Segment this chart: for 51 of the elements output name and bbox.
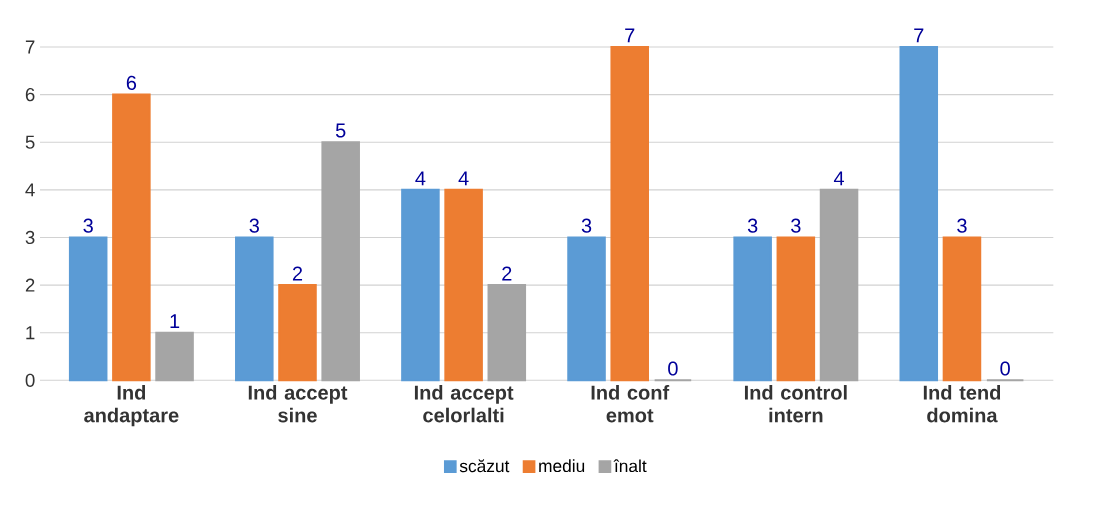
x-tick-label: Ind control intern bbox=[744, 385, 847, 423]
x-tick-label: Ind andaptare bbox=[84, 385, 179, 427]
data-label: 7 bbox=[914, 28, 924, 43]
bar bbox=[444, 188, 483, 382]
data-label: 4 bbox=[833, 171, 845, 186]
bar bbox=[112, 93, 151, 382]
bar bbox=[235, 236, 274, 382]
legend-label: scăzut bbox=[459, 459, 510, 473]
bar bbox=[942, 236, 982, 382]
y-tick-label: 2 bbox=[25, 278, 35, 292]
y-tick-label: 0 bbox=[25, 373, 35, 387]
data-label: 5 bbox=[335, 123, 346, 138]
bar bbox=[278, 284, 317, 382]
bar bbox=[819, 188, 859, 382]
bar bbox=[776, 236, 816, 382]
y-tick-label: 1 bbox=[26, 326, 35, 340]
data-label: 0 bbox=[1000, 361, 1010, 376]
data-label: 7 bbox=[625, 28, 635, 43]
data-label: 0 bbox=[668, 361, 678, 376]
data-label: 2 bbox=[292, 266, 303, 281]
bar bbox=[155, 331, 194, 382]
bar bbox=[610, 46, 649, 382]
data-label: 3 bbox=[83, 218, 93, 233]
bar bbox=[733, 236, 772, 382]
data-label: 3 bbox=[957, 218, 967, 233]
y-tick-label: 3 bbox=[25, 230, 35, 245]
bar bbox=[899, 46, 939, 382]
data-label: 3 bbox=[249, 218, 259, 233]
x-tick-label: Ind accept celorlalti bbox=[414, 385, 514, 423]
data-label: 3 bbox=[791, 218, 801, 233]
legend-label: înalt bbox=[613, 459, 647, 473]
bar bbox=[567, 236, 606, 382]
y-tick-label: 7 bbox=[25, 40, 35, 54]
data-label: 3 bbox=[581, 218, 592, 233]
bar bbox=[68, 236, 108, 382]
bar bbox=[487, 284, 527, 382]
x-tick-label: Ind accept sine bbox=[248, 385, 348, 423]
bar bbox=[321, 141, 360, 382]
data-label: 3 bbox=[747, 218, 758, 233]
data-label: 4 bbox=[458, 171, 469, 186]
y-tick-label: 6 bbox=[25, 88, 35, 102]
y-tick-label: 5 bbox=[25, 135, 35, 149]
data-label: 4 bbox=[415, 171, 426, 186]
data-label: 6 bbox=[126, 75, 137, 90]
bar bbox=[401, 188, 440, 382]
x-tick-label: Ind conf emot bbox=[591, 385, 670, 423]
x-tick-label: Ind tend domina bbox=[923, 385, 1001, 423]
data-label: 2 bbox=[502, 266, 512, 281]
legend-label: mediu bbox=[539, 459, 585, 473]
y-tick-label: 4 bbox=[25, 183, 35, 197]
data-label: 1 bbox=[170, 314, 180, 328]
